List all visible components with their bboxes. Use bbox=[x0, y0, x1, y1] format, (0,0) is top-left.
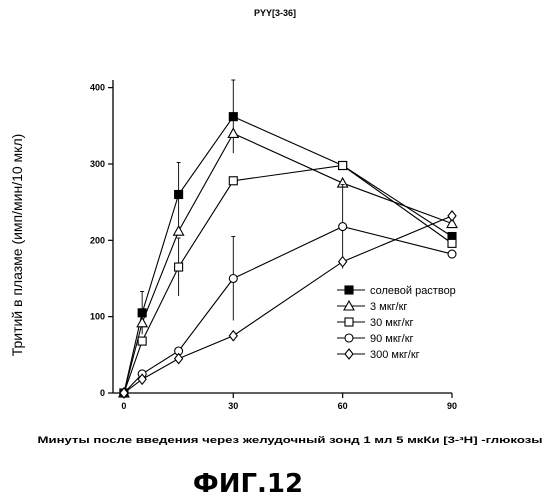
legend-label: 3 мкг/кг bbox=[370, 301, 407, 313]
data-point bbox=[339, 223, 347, 231]
data-point bbox=[137, 318, 147, 327]
y-axis-ticks: 0 100 200 300 400 bbox=[90, 83, 113, 398]
data-point bbox=[229, 331, 237, 341]
data-point bbox=[229, 113, 237, 121]
series-3 bbox=[120, 162, 456, 397]
y-tick-label: 200 bbox=[90, 235, 105, 245]
legend-item: солевой раствор bbox=[337, 285, 456, 297]
figure-caption: ФИГ.12 bbox=[193, 469, 303, 499]
legend-item: 3 мкг/кг bbox=[337, 301, 407, 313]
data-point bbox=[339, 257, 347, 267]
data-point bbox=[174, 226, 184, 235]
data-point bbox=[448, 250, 456, 258]
axes bbox=[113, 80, 452, 393]
y-tick-label: 400 bbox=[90, 83, 105, 93]
data-point bbox=[175, 263, 183, 271]
data-point bbox=[228, 128, 238, 137]
data-point bbox=[339, 162, 347, 170]
x-axis-ticks: 0 30 60 90 bbox=[121, 393, 457, 411]
x-tick-label: 90 bbox=[447, 401, 457, 411]
data-point bbox=[229, 177, 237, 185]
x-tick-label: 60 bbox=[338, 401, 348, 411]
data-point bbox=[138, 337, 146, 345]
data-point bbox=[175, 354, 183, 364]
data-point bbox=[448, 239, 456, 247]
data-point bbox=[345, 334, 353, 342]
legend-label: 90 мкг/кг bbox=[370, 333, 414, 345]
data-point bbox=[229, 274, 237, 282]
legend-item: 30 мкг/кг bbox=[337, 317, 414, 329]
data-point bbox=[345, 318, 353, 326]
y-tick-label: 100 bbox=[90, 312, 105, 322]
legend-item: 90 мкг/кг bbox=[337, 333, 414, 345]
x-tick-label: 30 bbox=[228, 401, 238, 411]
y-tick-label: 300 bbox=[90, 159, 105, 169]
data-point bbox=[345, 349, 353, 359]
data-point bbox=[448, 211, 456, 221]
x-axis-label: Минуты после введения через желудочный з… bbox=[38, 435, 543, 445]
x-tick-label: 0 bbox=[121, 401, 126, 411]
legend-label: солевой раствор bbox=[370, 285, 456, 297]
data-point bbox=[345, 286, 353, 294]
legend-item: 300 мкг/кг bbox=[337, 349, 420, 361]
legend: солевой раствор 3 мкг/кг 30 мкг/кг 90 мкг/к… bbox=[337, 285, 456, 361]
chart-title: PYY[3-36] bbox=[254, 8, 296, 18]
data-point bbox=[175, 191, 183, 199]
y-axis-label: Тритий в плазме (имп/мин/10 мкл) bbox=[9, 134, 25, 357]
legend-label: 30 мкг/кг bbox=[370, 317, 414, 329]
legend-label: 300 мкг/кг bbox=[370, 349, 420, 361]
y-tick-label: 0 bbox=[100, 388, 105, 398]
